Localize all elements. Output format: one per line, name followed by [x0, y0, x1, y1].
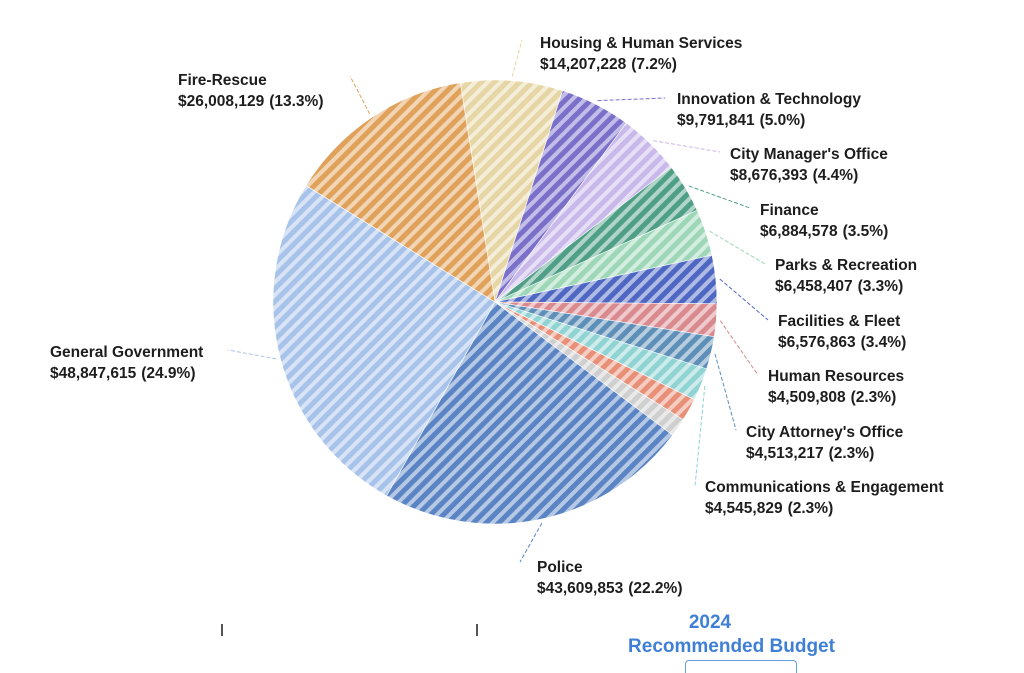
- slice-label-name: Facilities & Fleet: [778, 313, 900, 330]
- leader-line: [719, 278, 769, 321]
- slice-percent: (22.2%): [628, 580, 682, 597]
- slice-label-name: Finance: [760, 202, 819, 219]
- pie-slices: [272, 79, 718, 525]
- slice-amount: $4,545,829: [705, 500, 783, 517]
- slice-label-name: Fire-Rescue: [178, 72, 267, 89]
- slice-labels: Housing & Human Services $14,207,228 (7.2%…: [50, 35, 944, 597]
- slice-amount: $4,513,217: [746, 445, 824, 462]
- leader-line: [349, 75, 371, 115]
- toggle-tick-left: [221, 624, 223, 636]
- slice-label-value: $4,509,808 (2.3%): [768, 389, 896, 406]
- slice-label-name: General Government: [50, 344, 203, 361]
- pie-slice-general-government[interactable]: [272, 185, 496, 497]
- slice-percent: (24.9%): [141, 365, 195, 382]
- slice-label-name: Communications & Engagement: [705, 479, 944, 496]
- slice-label-value: $26,008,129 (13.3%): [178, 93, 323, 110]
- slice-label-value: $43,609,853 (22.2%): [537, 580, 682, 597]
- leader-line: [511, 39, 523, 77]
- slice-label-value: $14,207,228 (7.2%): [540, 56, 677, 73]
- slice-percent: (2.3%): [851, 389, 897, 406]
- slice-amount: $43,609,853: [537, 580, 624, 597]
- leader-line: [597, 97, 666, 102]
- slice-label-name: Human Resources: [768, 368, 904, 385]
- slice-amount: $48,847,615: [50, 365, 137, 382]
- leader-line: [519, 522, 543, 563]
- slice-percent: (7.2%): [631, 56, 677, 73]
- slice-label-value: $6,576,863 (3.4%): [778, 334, 906, 351]
- slice-label-name: Parks & Recreation: [775, 257, 917, 274]
- slice-amount: $6,576,863: [778, 334, 856, 351]
- slice-label-name: Housing & Human Services: [540, 35, 742, 52]
- slice-amount: $8,676,393: [730, 167, 808, 184]
- slice-amount: $6,458,407: [775, 278, 853, 295]
- toggle-tick-right: [476, 624, 478, 636]
- slice-amount: $4,509,808: [768, 389, 846, 406]
- slice-percent: (4.4%): [813, 167, 859, 184]
- slice-label-value: $4,513,217 (2.3%): [746, 445, 874, 462]
- slice-label-value: $48,847,615 (24.9%): [50, 365, 195, 382]
- leader-line: [719, 320, 759, 376]
- slice-label-value: $8,676,393 (4.4%): [730, 167, 858, 184]
- slice-label-name: City Manager's Office: [730, 146, 888, 163]
- slice-percent: (3.3%): [858, 278, 904, 295]
- slice-percent: (5.0%): [760, 112, 806, 129]
- slice-label-name: City Attorney's Office: [746, 424, 904, 441]
- leader-line: [709, 230, 766, 265]
- slice-percent: (2.3%): [788, 500, 834, 517]
- slice-percent: (2.3%): [829, 445, 875, 462]
- leader-line: [714, 353, 737, 431]
- budget-year: 2024: [688, 612, 732, 633]
- slice-amount: $14,207,228: [540, 56, 627, 73]
- leader-line: [688, 185, 751, 209]
- pie-slice-police[interactable]: [386, 301, 674, 525]
- slice-amount: $9,791,841: [677, 112, 755, 129]
- pie-slice-fire-rescue[interactable]: [305, 82, 496, 303]
- slice-label-value: $9,791,841 (5.0%): [677, 112, 805, 129]
- slice-label-name: Police: [537, 559, 583, 576]
- leader-lines: [227, 39, 769, 563]
- slice-label-value: $6,884,578 (3.5%): [760, 223, 888, 240]
- budget-title[interactable]: Recommended Budget: [628, 636, 835, 657]
- leader-line: [694, 385, 706, 487]
- slice-percent: (13.3%): [269, 93, 323, 110]
- slice-amount: $6,884,578: [760, 223, 838, 240]
- slice-label-value: $4,545,829 (2.3%): [705, 500, 833, 517]
- slice-label-value: $6,458,407 (3.3%): [775, 278, 903, 295]
- leader-line: [653, 140, 721, 153]
- view-button[interactable]: [685, 660, 797, 673]
- slice-label-name: Innovation & Technology: [677, 91, 861, 108]
- pie-slice-housing-human-services[interactable]: [459, 79, 563, 303]
- leader-line: [227, 349, 277, 360]
- slice-amount: $26,008,129: [178, 93, 265, 110]
- slice-percent: (3.5%): [843, 223, 889, 240]
- slice-percent: (3.4%): [861, 334, 907, 351]
